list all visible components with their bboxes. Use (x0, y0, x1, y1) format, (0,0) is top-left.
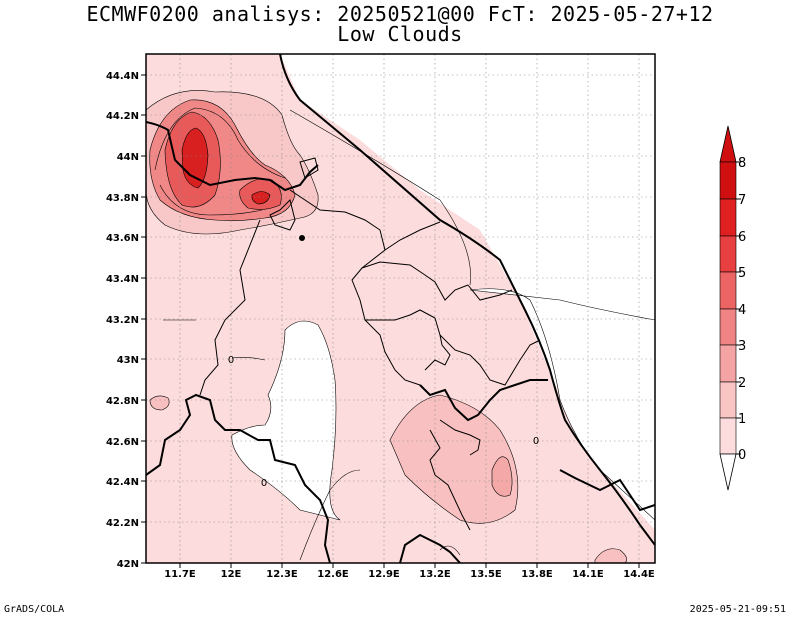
colorbar-segment (719, 235, 737, 273)
colorbar-bottom-arrow (719, 453, 737, 491)
colorbar-label: 0 (738, 448, 746, 463)
colorbar-segment (719, 308, 737, 346)
colorbar-segment (719, 161, 737, 200)
cloud-field-level-2-west (149, 395, 170, 411)
contour-line (289, 109, 471, 286)
cloud-field-level-2-east (491, 456, 513, 497)
contour-line (159, 184, 263, 216)
cloud-field-level-7-east (251, 191, 271, 205)
map-plot-area: 0 0 0 (146, 54, 655, 563)
colorbar-label: 4 (738, 303, 746, 318)
lat-tick-label: 43.8N (106, 193, 139, 204)
colorbar: 8 7 6 5 4 3 2 1 0 (719, 125, 746, 491)
cloud-field-level-2-bottom (594, 548, 627, 563)
cloud-free-area (231, 320, 341, 521)
lon-tick-label: 13.2E (419, 569, 451, 580)
lat-tick-label: 42.4N (106, 477, 139, 488)
lon-tick-label: 12.6E (317, 569, 349, 580)
contour-label: 0 (533, 436, 539, 447)
lon-tick-label: 14.4E (623, 569, 655, 580)
contour-line (439, 545, 461, 556)
colorbar-segment (719, 417, 737, 455)
contour-label: 0 (228, 355, 234, 366)
colorbar-label: 8 (738, 156, 746, 171)
lon-tick-label: 11.7E (164, 569, 196, 580)
region-border (399, 533, 461, 563)
lon-tick-label: 13.8E (521, 569, 553, 580)
lat-tick-label: 42.6N (106, 437, 139, 448)
colorbar-label: 7 (738, 193, 746, 208)
lat-tick-label: 43.4N (106, 274, 139, 285)
lat-tick-label: 42N (117, 559, 139, 570)
contour-line (231, 357, 266, 361)
map-frame (145, 53, 656, 564)
map-subtitle: Low Clouds (337, 22, 463, 46)
lon-tick-label: 12E (221, 569, 242, 580)
lat-tick-labels: 44.4N 44.2N 44N 43.8N 43.6N 43.4N 43.2N … (106, 71, 139, 570)
region-border (146, 393, 331, 563)
region-border (559, 469, 655, 512)
colorbar-segment (719, 344, 737, 383)
coastline (279, 54, 655, 546)
cloud-field-level-7 (181, 127, 209, 189)
lat-tick-label: 42.8N (106, 396, 139, 407)
colorbar-label: 3 (738, 339, 746, 354)
lon-tick-label: 14.1E (572, 569, 604, 580)
axis-ticks (141, 74, 640, 568)
lon-tick-label: 13.5E (470, 569, 502, 580)
lat-tick-label: 43.6N (106, 233, 139, 244)
colorbar-label: 6 (738, 230, 746, 245)
lon-tick-label: 12.9E (368, 569, 400, 580)
lat-tick-label: 44.4N (106, 71, 139, 82)
footer-software-credit: GrADS/COLA (4, 604, 65, 615)
lat-tick-label: 42.2N (106, 518, 139, 529)
contour-label: 0 (261, 478, 267, 489)
colorbar-ticks (736, 161, 741, 455)
colorbar-label: 2 (738, 376, 746, 391)
lat-gridlines (146, 74, 655, 523)
colorbar-label: 1 (738, 412, 746, 427)
lat-tick-label: 43.2N (106, 315, 139, 326)
colorbar-segment (719, 271, 737, 310)
colorbar-segment (719, 198, 737, 237)
map-title: ECMWF0200 analisys: 20250521@00 FcT: 202… (86, 2, 714, 26)
region-border (146, 121, 319, 192)
lat-tick-label: 44N (117, 152, 139, 163)
contour-line (299, 469, 361, 561)
footer-timestamp: 2025-05-21-09:51 (689, 604, 786, 615)
colorbar-top-arrow (719, 125, 737, 163)
lat-tick-label: 43N (117, 355, 139, 366)
lon-tick-label: 12.3E (266, 569, 298, 580)
state-enclave-marker (299, 235, 305, 241)
region-border (419, 379, 548, 422)
lat-tick-label: 44.2N (106, 111, 139, 122)
colorbar-segment (719, 381, 737, 419)
lon-tick-labels: 11.7E 12E 12.3E 12.6E 12.9E 13.2E 13.5E … (164, 569, 655, 580)
province-borders (199, 157, 541, 531)
lon-gridlines (179, 54, 640, 563)
colorbar-label: 5 (738, 266, 746, 281)
cloud-free-east (469, 288, 655, 521)
